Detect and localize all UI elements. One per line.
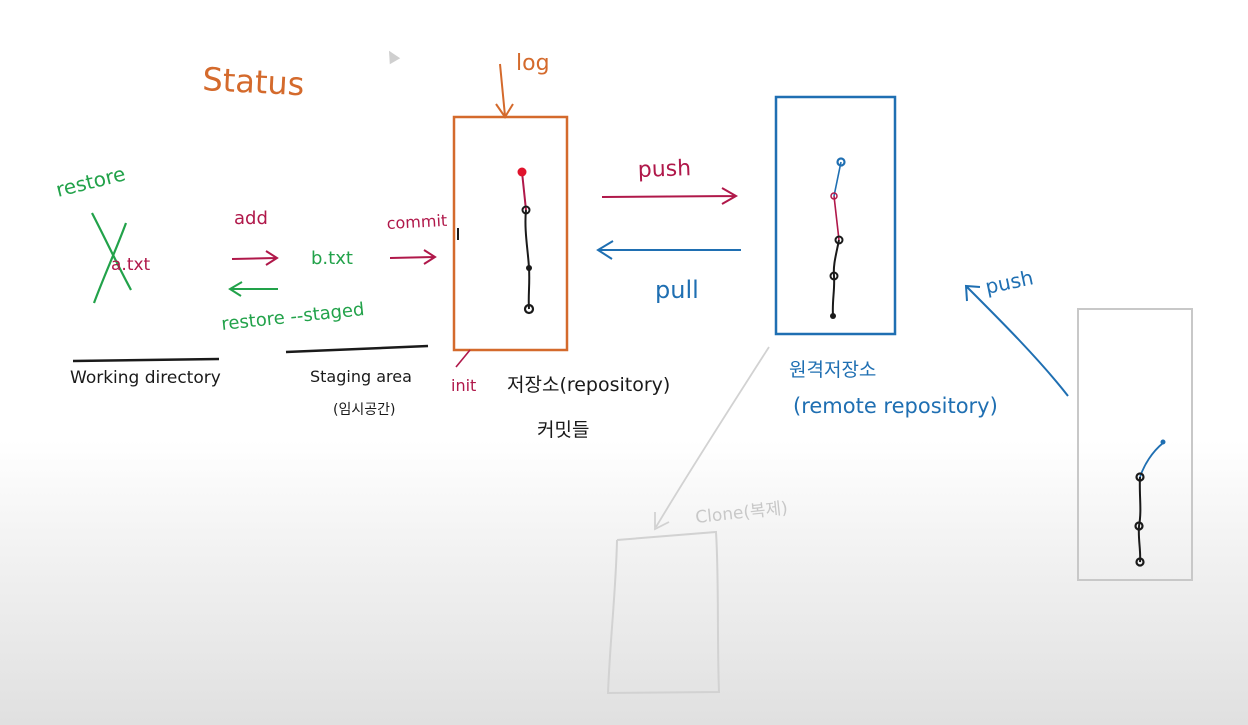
other-commit-dot-1 [1160,439,1166,445]
log-arrow [495,63,514,119]
staging-area-section: b.txt commit Staging area (임시공간) [285,211,448,418]
restore-staged-label: restore --staged [220,299,365,335]
local-commit-head-dot [517,167,527,177]
remote-line-blue [833,161,842,197]
local-commit-dot-2 [521,205,531,215]
clone-label: Clone(복제) [694,498,788,528]
other-local-repository: push [964,265,1193,581]
staging-area-ko-label: (임시공간) [333,402,395,418]
commit-arrow [389,249,437,265]
other-commit-dot-2 [1135,472,1145,482]
pull-arrow [596,240,741,260]
add-arrow [231,250,279,266]
other-commit-dot-4 [1135,557,1145,567]
remote-commit-dot-2 [830,192,838,200]
other-commit-dot-3 [1134,521,1144,531]
file-a-label: a.txt [111,255,151,275]
other-repository-box [1077,308,1193,581]
push-pull-arrows: push pull [596,156,741,304]
other-line-black [1137,476,1142,563]
local-commit-line [524,209,531,310]
local-commit-dot-4 [523,303,535,315]
push-top-label: push [637,156,691,183]
restore-label: restore [53,161,127,201]
clone-arrow [654,346,770,531]
remote-repository-box [774,95,897,336]
remote-commit-dot-3 [834,235,844,245]
working-directory-underline [72,357,220,363]
add-label: add [234,208,268,229]
remote-commit-dot-1 [836,157,846,167]
remote-line-black [831,239,840,317]
clone-box [606,530,721,695]
strike-line-2 [92,222,128,304]
remote-repository: 원격저장소 (remote repository) [774,95,998,418]
commit-label: commit [386,211,447,233]
remote-commit-dot-4 [829,271,839,281]
push-arrow [601,187,739,205]
init-label: init [451,376,476,395]
pull-label: pull [655,276,699,304]
local-repository: init 저장소(repository) 커밋들 [451,115,670,441]
strike-line-1 [91,212,132,291]
commits-ko-label: 커밋들 [537,419,589,441]
staging-area-underline [285,344,429,354]
remote-line-crimson [833,195,840,241]
restore-staged-arrow [228,281,278,297]
other-line-blue [1139,442,1164,478]
file-b-label: b.txt [311,248,353,269]
remote-repository-label: (remote repository) [793,394,998,418]
status-label: Status [202,60,306,103]
log-label: log [516,51,550,76]
working-directory-label: Working directory [70,368,221,388]
init-arrow [455,349,471,368]
push-right-arrow [964,284,1069,397]
staging-area-label: Staging area [310,367,412,386]
local-repository-box [452,115,569,352]
remote-commit-dot-5 [830,313,836,319]
working-directory-section: restore a.txt Working directory [53,161,220,388]
remote-ko-label: 원격저장소 [789,359,876,381]
local-commit-line-head [521,171,527,211]
local-commit-dot-3 [526,265,532,271]
repository-label: 저장소(repository) [507,374,670,396]
clone-sketch: Clone(복제) [606,346,789,695]
add-restore-arrows: add restore --staged [220,208,365,335]
push-right-label: push [983,265,1035,299]
